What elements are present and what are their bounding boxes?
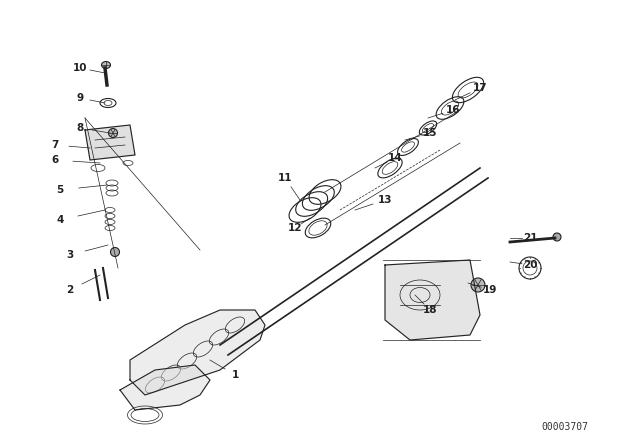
Polygon shape: [85, 125, 135, 160]
Ellipse shape: [109, 129, 118, 138]
Text: 21: 21: [523, 233, 537, 243]
Polygon shape: [130, 310, 265, 395]
Ellipse shape: [471, 278, 485, 292]
Text: 15: 15: [423, 128, 437, 138]
Text: 00003707: 00003707: [541, 422, 589, 432]
Ellipse shape: [111, 247, 120, 257]
Text: 11: 11: [278, 173, 292, 183]
Text: 19: 19: [483, 285, 497, 295]
Text: 14: 14: [388, 153, 403, 163]
Text: 3: 3: [67, 250, 74, 260]
Text: 7: 7: [51, 140, 59, 150]
Text: 12: 12: [288, 223, 302, 233]
Text: 1: 1: [232, 370, 239, 380]
Text: 13: 13: [378, 195, 392, 205]
Text: 20: 20: [523, 260, 537, 270]
Text: 5: 5: [56, 185, 63, 195]
Polygon shape: [120, 365, 210, 410]
Ellipse shape: [102, 61, 111, 69]
Text: 17: 17: [473, 83, 487, 93]
Polygon shape: [385, 260, 480, 340]
Text: 6: 6: [51, 155, 59, 165]
Ellipse shape: [553, 233, 561, 241]
Text: 16: 16: [445, 105, 460, 115]
Text: 18: 18: [423, 305, 437, 315]
Text: 9: 9: [76, 93, 84, 103]
Text: 2: 2: [67, 285, 74, 295]
Text: 4: 4: [56, 215, 64, 225]
Text: 10: 10: [73, 63, 87, 73]
Text: 8: 8: [76, 123, 84, 133]
